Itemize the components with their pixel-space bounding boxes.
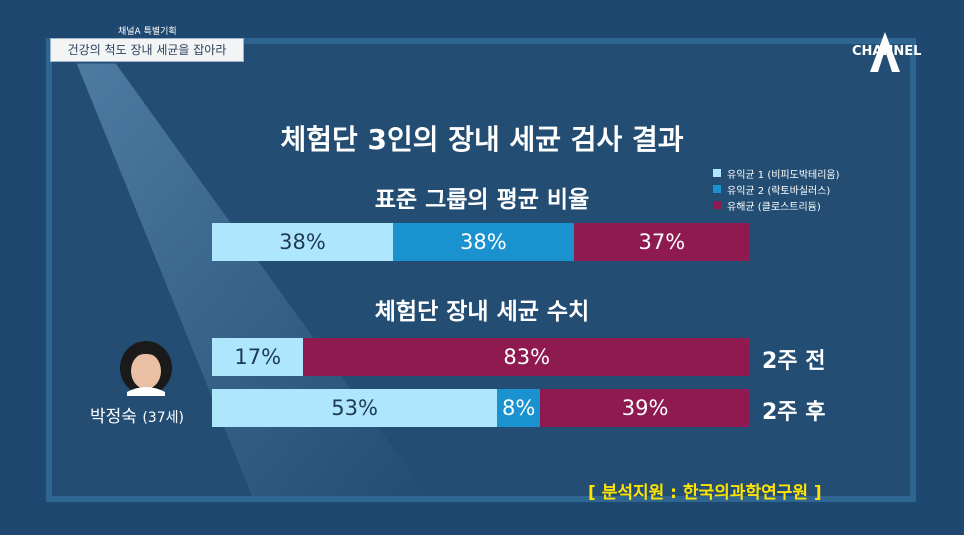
main-title: 체험단 3인의 장내 세균 검사 결과 [280,123,684,156]
beneficial1-segment: 53% [212,389,498,427]
spotlight-beam [76,63,428,496]
person-name: 박정숙 [90,407,137,427]
beneficial2-segment: 8% [497,389,541,427]
legend-label: 유익균 2 (락토바실러스) [727,185,831,197]
episode-title: 건강의 척도 장내 세균을 잡아라 [50,38,244,62]
person-age: (37세) [142,410,184,426]
beneficial1-segment: 38% [212,223,393,261]
legend-item-harmful: 유해균 (클로스트리듐) [713,197,840,213]
value-label: 17% [234,345,282,369]
chart-legend: 유익균 1 (비피도박테리움) 유익균 2 (락토바실러스) 유해균 (클로스트… [713,165,840,213]
value-label: 8% [501,396,536,420]
beneficial1-segment: 17% [212,338,304,376]
chart-frame [46,38,916,502]
harmful-segment: 83% [303,338,750,376]
legend-swatch [713,201,721,209]
value-label: 39% [621,396,669,420]
period-label-before: 2주 전 [762,349,826,374]
period-label-after: 2주 후 [762,400,826,425]
logo-text: CHANNEL [852,44,922,59]
legend-item-beneficial1: 유익균 1 (비피도박테리움) [713,165,840,181]
source-credit: [ 분석지원 : 한국의과학연구원 ] [588,483,822,503]
value-label: 38% [279,230,326,254]
before-bar: 17% 83% [212,338,750,376]
value-label: 38% [460,230,507,254]
value-label: 53% [331,396,378,420]
person-name-label: 박정숙 (37세) [90,402,184,427]
standard-group-bar: 38% 38% 37% [212,223,750,261]
harmful-segment: 39% [540,389,750,427]
beneficial2-segment: 38% [392,223,574,261]
value-label: 83% [503,345,551,369]
logo-a-icon [870,32,900,72]
value-label: 37% [638,230,686,254]
program-label: 채널A 특별기획 [118,27,177,37]
legend-swatch [713,169,721,177]
channel-a-logo: CHANNEL [852,30,922,82]
section1-title: 표준 그룹의 평균 비율 [374,187,590,213]
legend-label: 유해균 (클로스트리듐) [727,201,821,213]
legend-swatch [713,185,721,193]
after-bar: 53% 8% 39% [212,389,750,427]
harmful-segment: 37% [573,223,750,261]
section2-title: 체험단 장내 세균 수치 [374,299,590,325]
person-avatar [120,341,172,396]
legend-label: 유익균 1 (비피도박테리움) [727,169,840,181]
legend-item-beneficial2: 유익균 2 (락토바실러스) [713,181,840,197]
